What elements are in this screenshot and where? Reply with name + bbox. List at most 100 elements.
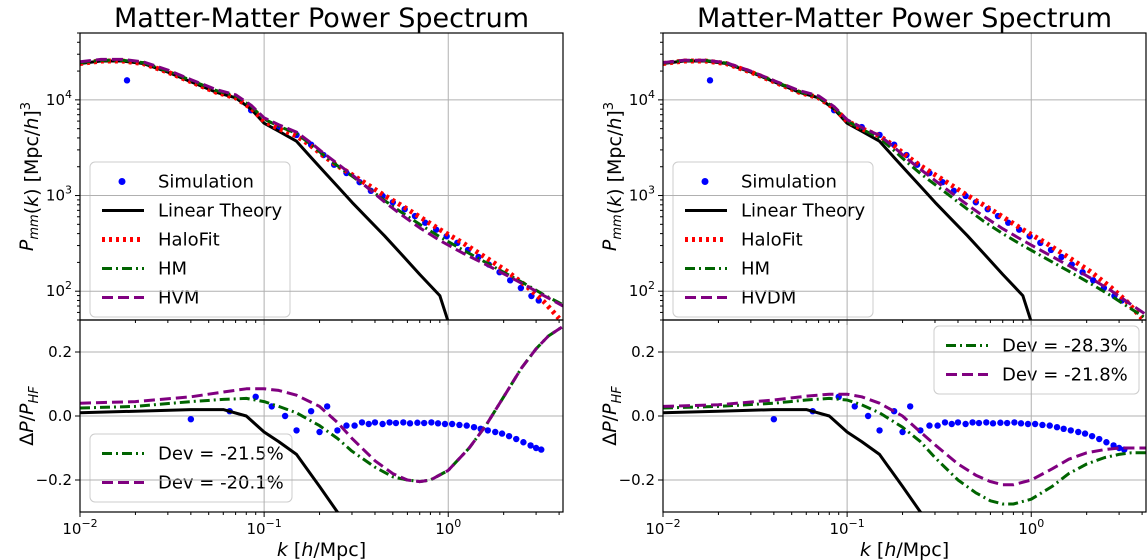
y-tick-label: 102 <box>46 279 72 300</box>
legend-label: HaloFit <box>741 230 803 251</box>
data-point <box>962 420 969 428</box>
data-point <box>954 419 962 426</box>
data-point <box>323 403 331 410</box>
data-point <box>1088 432 1096 440</box>
y-axis-label-bottom: ΔP/PHF <box>16 386 42 446</box>
x-tick-label: 10−2 <box>62 517 97 538</box>
data-point <box>948 420 955 428</box>
data-point <box>520 439 527 446</box>
data-point <box>334 427 341 434</box>
data-point <box>532 444 540 452</box>
data-point <box>997 419 1004 426</box>
legend-marker <box>701 178 709 185</box>
x-axis-label: k [h/Mpc] <box>277 539 366 560</box>
data-point <box>989 420 997 427</box>
y-tick-label: 102 <box>629 279 655 300</box>
data-point <box>864 412 872 420</box>
data-point <box>1046 422 1053 429</box>
series-line-series <box>663 408 923 512</box>
legend-label: HVM <box>158 288 199 309</box>
y-axis-label-bottom: ΔP/PHF <box>599 386 625 446</box>
panel-1: Matter-Matter Power Spectrum Pmm(k) [Mpc/… <box>16 3 529 560</box>
series-line-dev-21-5- <box>80 325 563 484</box>
data-point <box>281 412 289 420</box>
series-line-linear-theory <box>80 59 450 320</box>
data-point <box>1017 420 1025 427</box>
legend-label: Linear Theory <box>158 201 283 222</box>
data-point <box>358 419 366 426</box>
data-point <box>1039 421 1046 429</box>
data-point <box>386 419 393 426</box>
legend-label: Dev = -21.8% <box>1002 365 1128 386</box>
legend-label: Dev = -28.3% <box>1002 336 1128 357</box>
legend-label: Simulation <box>158 172 254 193</box>
legend-label: Simulation <box>741 172 837 193</box>
legend-label: Dev = -21.5% <box>158 444 284 465</box>
legend-label: HM <box>741 259 770 280</box>
data-point <box>371 419 379 426</box>
data-point <box>307 408 315 415</box>
chart-title: Matter-Matter Power Spectrum <box>697 3 1112 34</box>
data-point <box>851 403 858 410</box>
series-line-hvm <box>80 57 563 308</box>
y-tick-label: 104 <box>629 88 655 109</box>
data-point <box>463 422 470 429</box>
data-point <box>351 422 358 429</box>
legend-box <box>672 161 874 318</box>
tick-group <box>658 351 1143 517</box>
data-point <box>513 435 520 443</box>
y-axis-label-top: Pmm(k) [Mpc/h]3 <box>599 102 626 251</box>
data-point <box>406 420 414 427</box>
series-line-hm <box>80 58 563 307</box>
series-line-dev-20-1- <box>80 325 563 484</box>
series-group <box>663 392 1146 512</box>
y-tick-label: 103 <box>46 184 72 205</box>
data-point <box>1103 439 1110 446</box>
data-point <box>484 427 492 434</box>
y-tick-label: 103 <box>629 184 655 205</box>
y-tick-label: 0.2 <box>48 343 72 361</box>
data-point <box>1075 428 1082 436</box>
series-line-hvdm <box>663 58 1146 316</box>
grid <box>79 320 563 512</box>
data-point <box>498 430 506 437</box>
series-line-dev-21-8- <box>663 392 1146 487</box>
data-point <box>506 277 514 284</box>
data-point <box>1081 430 1089 437</box>
data-point <box>1011 419 1018 426</box>
y-tick-label: −0.2 <box>619 471 655 489</box>
data-point <box>1058 253 1065 261</box>
y-tick-label: −0.2 <box>36 471 72 489</box>
x-tick-label: 10−1 <box>246 517 281 538</box>
series-line-dev-28-3- <box>663 396 1146 506</box>
legend-box <box>89 161 291 318</box>
data-point <box>941 419 949 426</box>
data-point <box>876 427 883 434</box>
legend-marker <box>118 178 126 185</box>
data-point <box>293 427 300 434</box>
data-point <box>456 421 463 429</box>
data-point <box>470 424 478 431</box>
y-tick-label: 0.0 <box>48 407 72 425</box>
y-tick-label: 104 <box>46 88 72 109</box>
data-point <box>434 420 442 427</box>
x-tick-label: 10−1 <box>829 517 864 538</box>
data-point <box>517 284 525 292</box>
data-point <box>969 419 976 426</box>
data-point <box>1053 424 1061 431</box>
data-point <box>983 419 990 426</box>
data-point <box>1031 420 1039 428</box>
data-point <box>706 77 714 84</box>
data-point <box>934 422 941 429</box>
tick-group <box>75 351 560 517</box>
x-axis-label: k [h/Mpc] <box>860 539 949 560</box>
data-point <box>906 403 914 410</box>
legend-label: HVDM <box>741 288 796 309</box>
data-point <box>400 419 407 426</box>
series-group <box>663 58 1146 320</box>
chart-title: Matter-Matter Power Spectrum <box>114 3 529 34</box>
legend-label: Linear Theory <box>741 201 866 222</box>
data-point <box>527 442 534 449</box>
series-line-linear-theory <box>663 59 1033 320</box>
